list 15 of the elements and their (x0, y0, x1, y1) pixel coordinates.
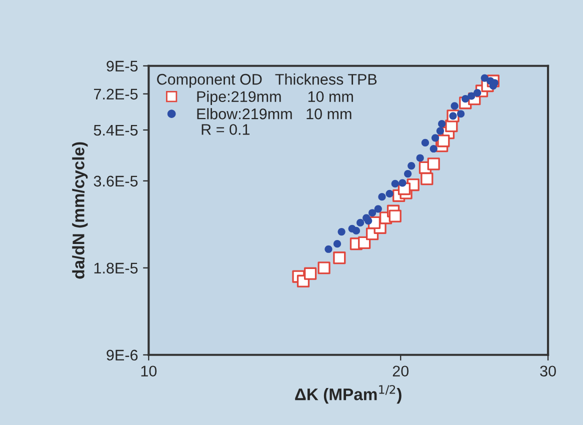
y-tick-label: 1.8E-5 (94, 262, 138, 274)
legend-label: Pipe:219mm 10 mm (197, 90, 353, 106)
y-tick-label: 5.4E-5 (94, 125, 138, 136)
y-tick-label: 3.6E-5 (94, 176, 138, 187)
x-tick-label: 30 (540, 366, 556, 377)
legend-label: Elbow:219mm 10 mm (197, 108, 352, 120)
y-tick-label: 9E-6 (106, 350, 138, 361)
y-axis-title: da/dN (mm/cycle) (72, 142, 88, 279)
legend-title: Component OD Thickness TPB (157, 74, 377, 88)
x-tick-label: 20 (392, 366, 409, 377)
x-axis-title: ΔK (MPam$^{1/2}$) (295, 385, 402, 404)
y-tick-label: 9E-5 (106, 60, 138, 72)
annotation: R = 0.1 (202, 124, 250, 135)
x-tick-label: 10 (141, 366, 157, 377)
y-tick-label: 7.2E-5 (94, 88, 138, 100)
